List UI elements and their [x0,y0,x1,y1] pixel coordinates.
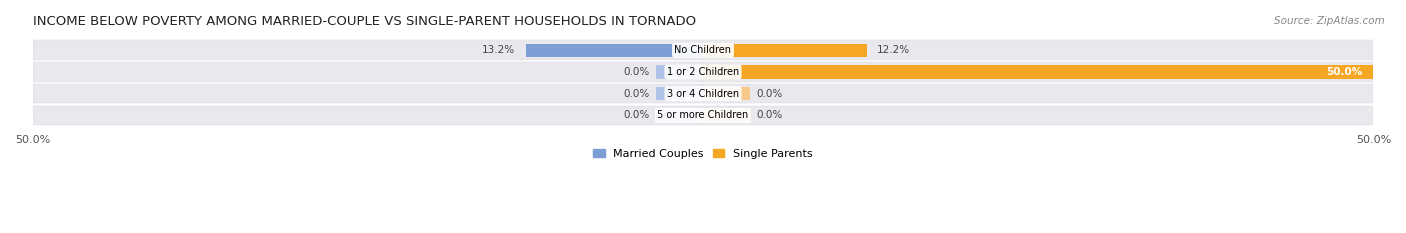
Bar [703,84,1374,103]
Bar [703,41,1374,60]
Text: 0.0%: 0.0% [756,89,783,99]
Text: 0.0%: 0.0% [756,110,783,120]
Text: Source: ZipAtlas.com: Source: ZipAtlas.com [1274,16,1385,26]
Bar [703,87,749,100]
Bar [657,87,703,100]
Text: 0.0%: 0.0% [623,67,650,77]
Bar [703,65,1374,79]
Bar [32,62,703,82]
Bar [703,44,749,57]
Legend: Married Couples, Single Parents: Married Couples, Single Parents [589,144,817,163]
Bar [32,41,703,60]
Bar [703,109,749,122]
Bar [703,106,1374,125]
Bar [703,44,866,57]
Text: INCOME BELOW POVERTY AMONG MARRIED-COUPLE VS SINGLE-PARENT HOUSEHOLDS IN TORNADO: INCOME BELOW POVERTY AMONG MARRIED-COUPL… [32,15,696,28]
Text: No Children: No Children [675,45,731,55]
Text: 0.0%: 0.0% [623,89,650,99]
Bar [657,44,703,57]
Text: 13.2%: 13.2% [482,45,515,55]
Text: 50.0%: 50.0% [1326,67,1362,77]
Text: 3 or 4 Children: 3 or 4 Children [666,89,740,99]
Bar [526,44,703,57]
Bar [32,84,703,103]
Text: 12.2%: 12.2% [877,45,911,55]
Bar [703,65,1374,79]
Bar [526,44,703,57]
Bar [703,44,866,57]
Text: 5 or more Children: 5 or more Children [658,110,748,120]
Bar [703,62,1374,82]
Text: 1 or 2 Children: 1 or 2 Children [666,67,740,77]
Bar [657,109,703,122]
Bar [703,65,749,79]
Bar [32,106,703,125]
Text: 0.0%: 0.0% [623,110,650,120]
Bar [657,65,703,79]
